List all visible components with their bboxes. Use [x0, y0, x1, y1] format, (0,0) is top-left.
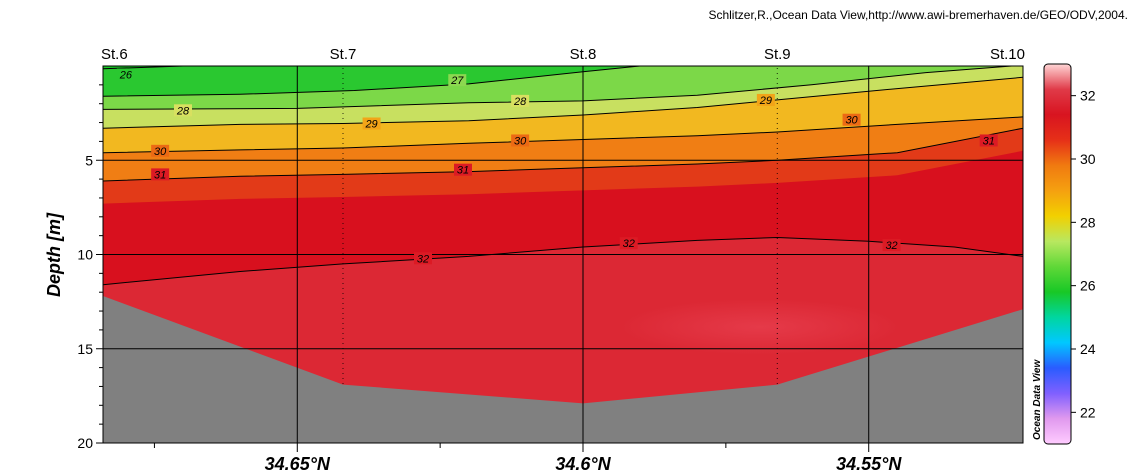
x-tick-label-0: 34.65°N: [265, 454, 331, 472]
station-labels: St.6 St.7 St.8 St.9 St.10: [101, 46, 1025, 63]
contour-label-30-1: 30: [514, 135, 527, 147]
contour-30: [102, 116, 1024, 154]
brand-watermark: Ocean Data View: [1032, 359, 1043, 440]
contour-label-bg-31-1: [454, 163, 472, 176]
contour-label-bg-28-0: [174, 104, 192, 117]
contour-32: [102, 236, 1024, 286]
seafloor-topography: [103, 296, 1023, 443]
contour-labels: 26 27 28 28 29 29 30 30 30 31 31 31 32 32 32: [116, 68, 998, 265]
x-tick-label-1: 34.6°N: [555, 454, 611, 472]
contour-label-30-2: 30: [845, 115, 858, 127]
contour-label-28-1: 28: [513, 96, 527, 108]
y-axis-ticks: 5 10 15 20: [77, 84, 103, 451]
contour-label-29-0: 29: [364, 118, 377, 130]
contour-label-31-0: 31: [154, 169, 166, 181]
contour-29: [102, 76, 1024, 129]
contour-label-29-1: 29: [759, 95, 772, 107]
contour-label-bg-30-2: [842, 113, 861, 126]
colorbar-tick-label-0: 22: [1080, 404, 1096, 420]
station-label-4: St.10: [990, 46, 1025, 63]
contour-label-bg-29-1: [756, 93, 775, 106]
station-label-2: St.8: [570, 46, 597, 63]
colorbar-tick-label-4: 30: [1080, 151, 1096, 167]
warm-core: [620, 299, 900, 355]
contour-label-32-1: 32: [623, 238, 635, 250]
colorbar-tick-label-1: 24: [1080, 341, 1096, 357]
x-tick-label-2: 34.55°N: [836, 454, 902, 472]
contour-31: [102, 127, 1024, 182]
contour-label-bg-30-1: [511, 134, 530, 147]
y-tick-label-1: 10: [77, 247, 93, 263]
contour-label-30-0: 30: [154, 146, 167, 158]
contour-label-bg-32-2: [882, 239, 901, 252]
contour-label-bg-29-0: [362, 117, 381, 130]
station-label-1: St.7: [330, 46, 357, 63]
station-label-3: St.9: [764, 46, 791, 63]
colorbar-tick-label-5: 32: [1080, 88, 1096, 104]
colorbar-tick-label-2: 26: [1080, 278, 1096, 294]
contour-label-31-1: 31: [457, 165, 469, 177]
contour-27: [102, 65, 641, 97]
contour-28: [102, 65, 1012, 110]
isotherm-contours: [102, 65, 1024, 286]
colorbar-tick-label-3: 28: [1080, 214, 1096, 230]
contour-label-bg-32-1: [619, 237, 638, 250]
contour-label-bg-27-0: [448, 74, 467, 87]
contour-label-32-0: 32: [417, 253, 429, 265]
credit-text: Schlitzer,R.,Ocean Data View,http://www.…: [708, 8, 1128, 22]
colorbar: 22 24 26 28 30 32: [1043, 63, 1096, 445]
contour-label-26-0: 26: [119, 69, 133, 81]
contour-label-bg-26-0: [116, 68, 135, 81]
y-tick-label-3: 20: [77, 435, 93, 451]
y-axis-title: Depth [m]: [44, 212, 64, 297]
contour-label-bg-30-0: [151, 144, 170, 157]
contour-label-27-0: 27: [450, 75, 464, 87]
x-axis-ticks: 34.65°N 34.6°N 34.55°N: [153, 443, 902, 472]
contour-label-bg-28-1: [511, 94, 530, 107]
contour-label-bg-32-0: [414, 252, 432, 265]
y-tick-label-2: 15: [77, 341, 93, 357]
y-tick-label-0: 5: [85, 152, 93, 168]
contour-label-bg-31-0: [151, 168, 170, 181]
colorbar-ramp: [1043, 63, 1072, 445]
contour-label-32-2: 32: [885, 240, 897, 252]
contour-label-bg-31-2: [979, 134, 998, 147]
colorbar-ticks: 22 24 26 28 30 32: [1071, 88, 1096, 420]
contour-label-28-0: 28: [176, 105, 190, 117]
station-label-0: St.6: [101, 46, 128, 63]
contour-label-31-2: 31: [983, 135, 995, 147]
